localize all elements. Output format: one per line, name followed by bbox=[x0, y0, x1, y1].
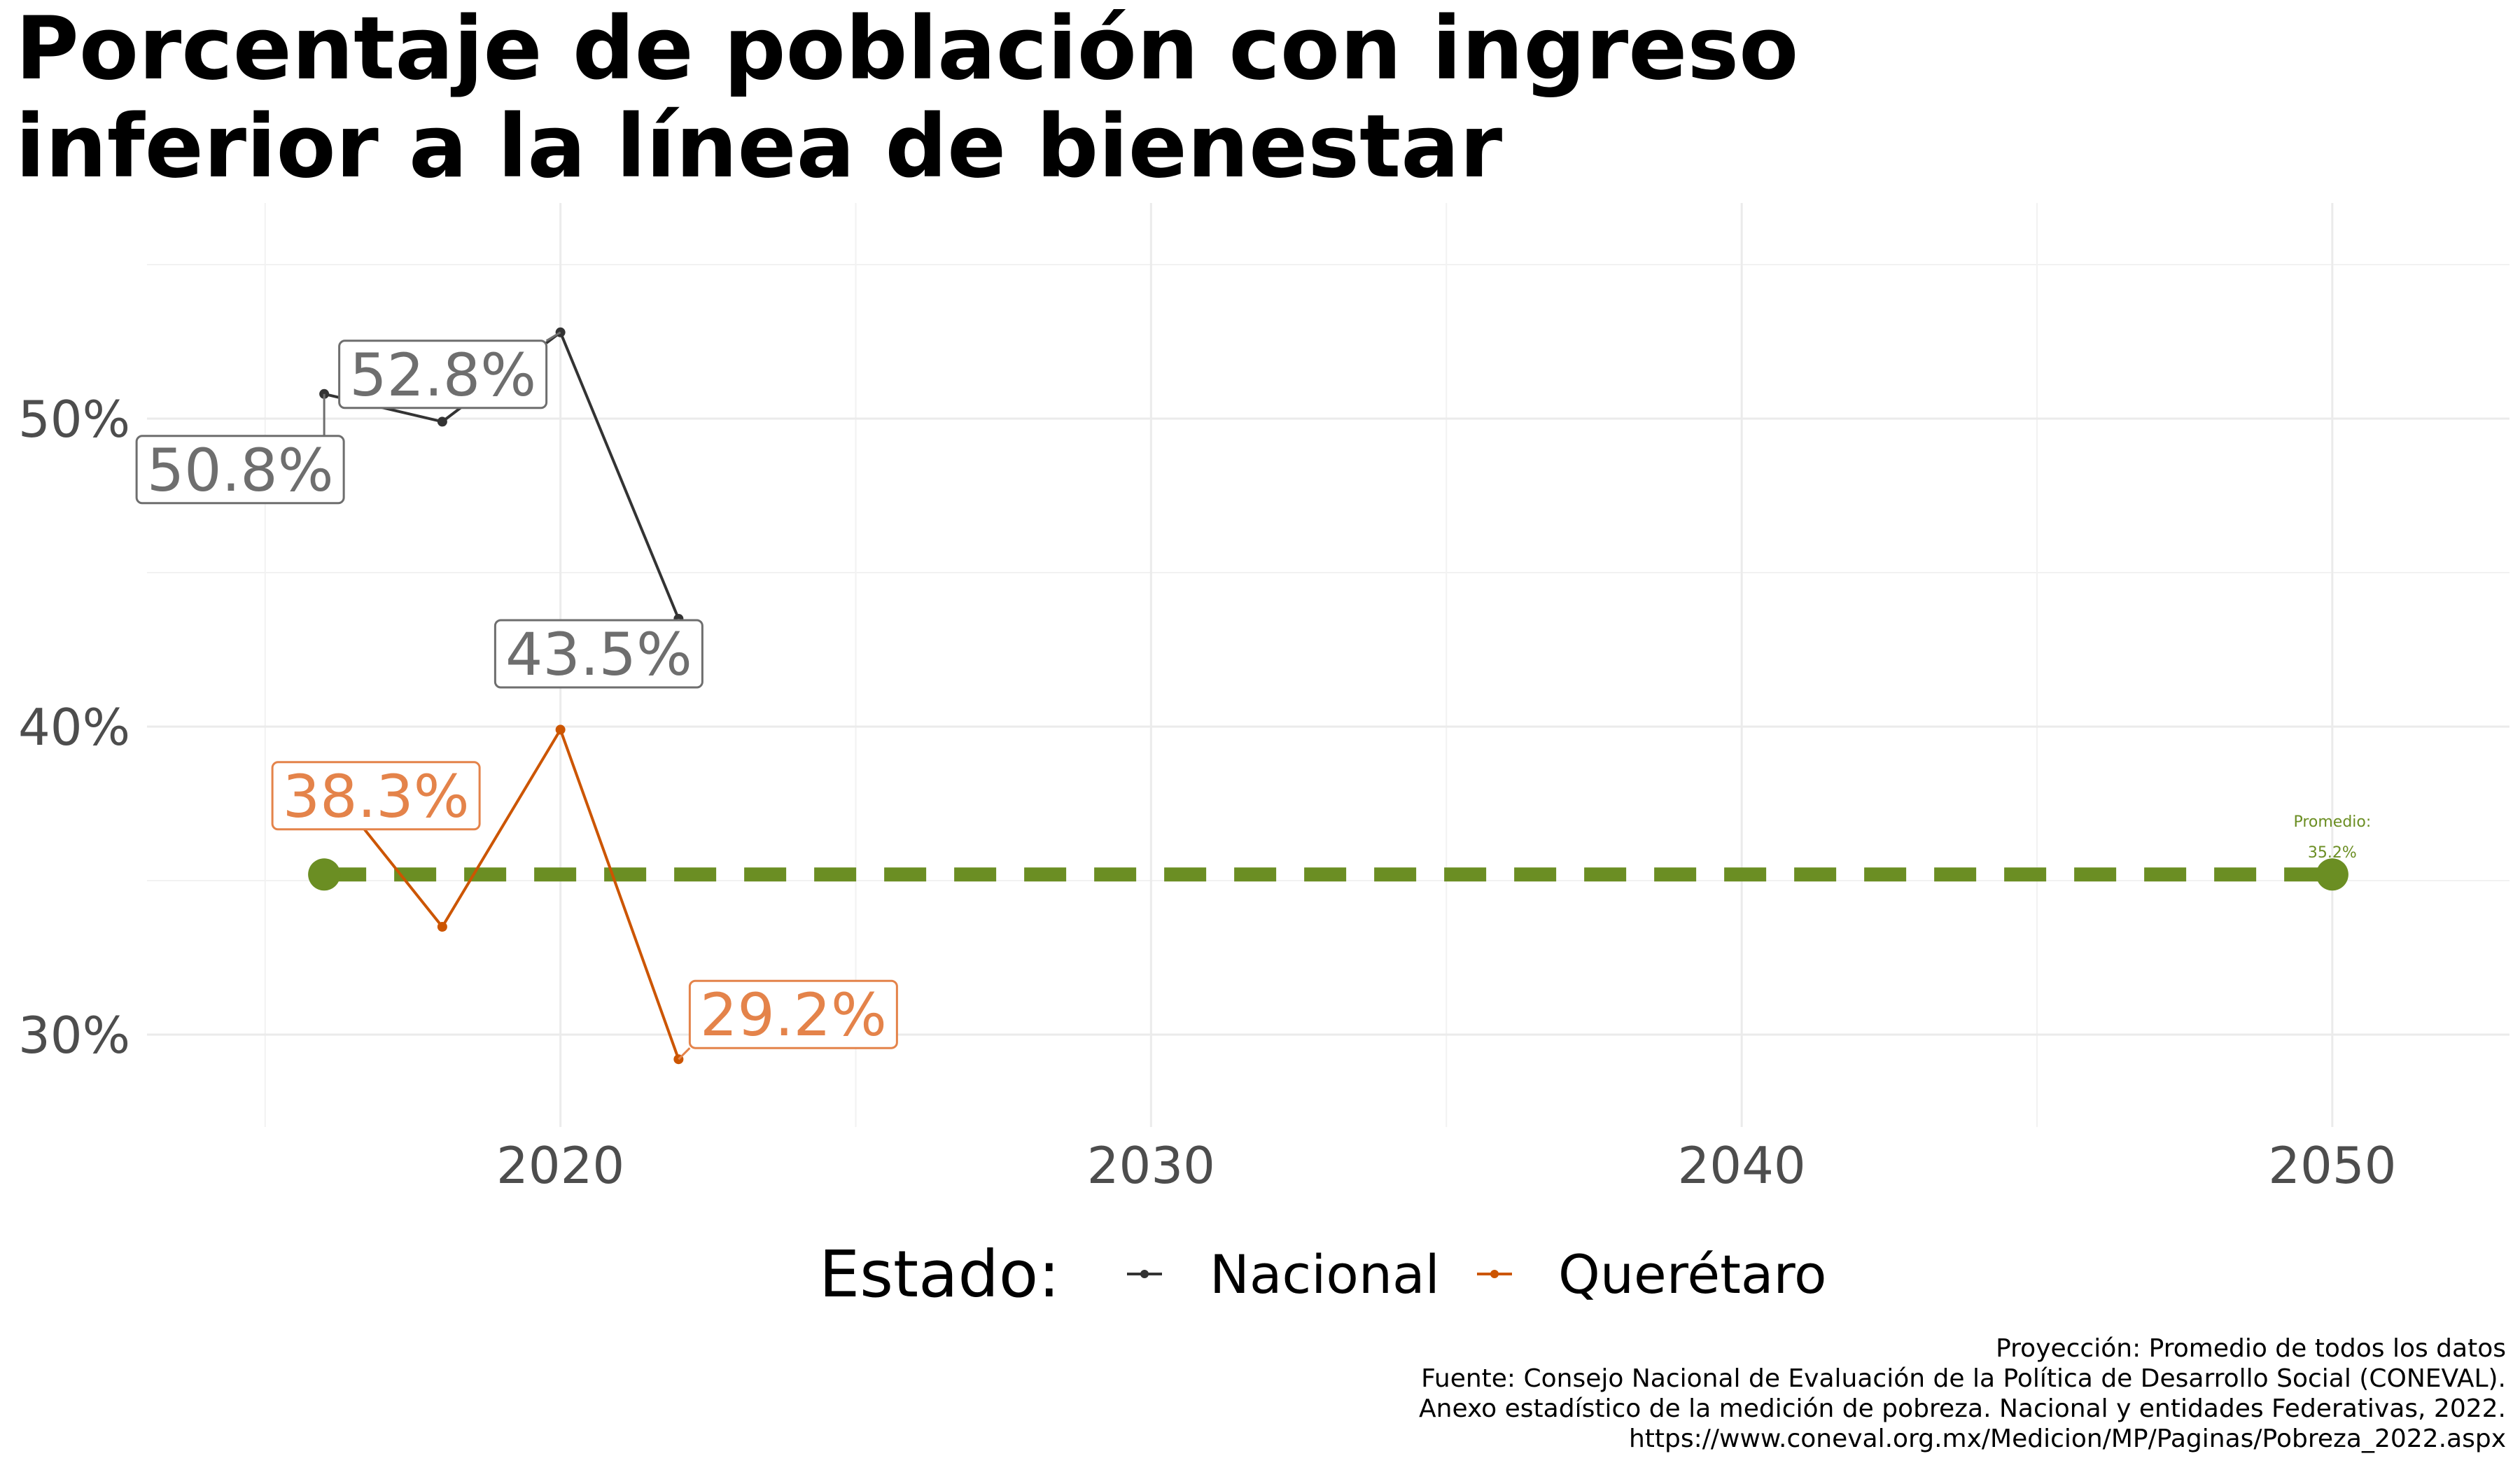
data-label-box bbox=[493, 619, 704, 689]
chart-title-line-2: inferior a la línea de bienestar bbox=[15, 97, 1503, 197]
projection-group: Promedio: 35.2% bbox=[308, 813, 2371, 891]
y-tick-label: 40% bbox=[18, 698, 130, 757]
label-leader-line bbox=[678, 1047, 691, 1060]
legend: Estado: Nacional Querétaro bbox=[819, 1237, 1827, 1312]
series-line bbox=[323, 726, 680, 1060]
y-axis-tick-labels: 30% 40% 50% bbox=[18, 390, 130, 1065]
x-tick-label: 2050 bbox=[2268, 1136, 2396, 1195]
data-label: 29.2% bbox=[700, 981, 887, 1049]
data-label-box bbox=[338, 340, 548, 410]
x-tick-label: 2040 bbox=[1678, 1136, 1806, 1195]
data-label: 50.8% bbox=[147, 436, 334, 505]
y-tick-label: 30% bbox=[18, 1006, 130, 1065]
series-group bbox=[319, 327, 684, 1065]
legend-key-point bbox=[1490, 1270, 1499, 1278]
y-tick-label: 50% bbox=[18, 390, 130, 449]
caption-line: Anexo estadístico de la medición de pobr… bbox=[1419, 1394, 2506, 1423]
chart-title-line-1: Porcentaje de población con ingreso bbox=[15, 0, 1799, 99]
data-labels-group: 50.8%52.8% 43.5% 38.3% 29.2% bbox=[135, 331, 898, 1060]
projection-label-line-2: 35.2% bbox=[2308, 844, 2357, 862]
legend-item-label: Nacional bbox=[1210, 1243, 1440, 1306]
series-point bbox=[437, 922, 447, 932]
x-tick-label: 2020 bbox=[496, 1136, 624, 1195]
caption-line: Fuente: Consejo Nacional de Evaluación d… bbox=[1421, 1364, 2506, 1393]
legend-key-point bbox=[1140, 1270, 1149, 1278]
x-tick-label: 2030 bbox=[1087, 1136, 1215, 1195]
caption-line: Proyección: Promedio de todos los datos bbox=[1996, 1334, 2506, 1363]
label-leader-line bbox=[545, 331, 561, 342]
projection-point bbox=[2316, 858, 2348, 891]
data-label: 52.8% bbox=[349, 341, 536, 410]
series-point bbox=[437, 416, 447, 427]
chart-title: Porcentaje de población con ingreso infe… bbox=[15, 0, 1798, 196]
data-label-box bbox=[271, 761, 481, 831]
legend-item-label: Querétaro bbox=[1558, 1243, 1827, 1306]
projection-point bbox=[308, 858, 341, 891]
caption-line: https://www.coneval.org.mx/Medicion/MP/P… bbox=[1629, 1424, 2506, 1453]
series-point bbox=[555, 724, 566, 735]
data-label: 38.3% bbox=[283, 762, 470, 831]
x-axis-tick-labels: 2020 2030 2040 2050 bbox=[496, 1136, 2396, 1195]
legend-title: Estado: bbox=[819, 1237, 1060, 1312]
data-label-box bbox=[135, 435, 345, 505]
projection-label-line-1: Promedio: bbox=[2293, 813, 2371, 831]
data-label-box bbox=[688, 979, 898, 1049]
data-label: 43.5% bbox=[505, 620, 692, 689]
caption: Proyección: Promedio de todos los datosF… bbox=[1419, 1334, 2506, 1453]
